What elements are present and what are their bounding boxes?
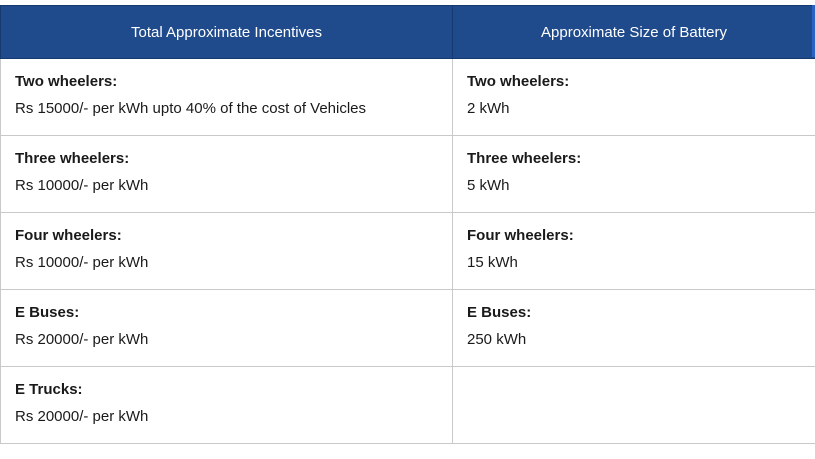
incentive-cell: Four wheelers: Rs 10000/- per kWh	[0, 212, 453, 290]
battery-value: 250 kWh	[467, 331, 527, 348]
battery-cell: Four wheelers: 15 kWh	[452, 212, 815, 290]
table-header: Total Approximate Incentives Approximate…	[0, 5, 815, 59]
incentives-table: Total Approximate Incentives Approximate…	[0, 5, 815, 444]
battery-cell	[452, 366, 815, 444]
battery-value: 15 kWh	[467, 254, 518, 271]
table-body: Two wheelers: Rs 15000/- per kWh upto 40…	[0, 58, 815, 444]
incentive-cell: E Trucks: Rs 20000/- per kWh	[0, 366, 453, 444]
incentive-value: Rs 20000/- per kWh	[15, 331, 149, 348]
incentive-value: Rs 10000/- per kWh	[15, 254, 149, 271]
incentive-title: E Trucks:	[15, 381, 83, 398]
incentive-title: Three wheelers:	[15, 150, 130, 167]
battery-title: E Buses:	[467, 304, 532, 321]
scrollbar[interactable]	[812, 5, 815, 57]
top-strip	[0, 0, 815, 5]
incentive-value: Rs 20000/- per kWh	[15, 408, 149, 425]
incentive-value: Rs 15000/- per kWh upto 40% of the cost …	[15, 100, 367, 117]
battery-value: 2 kWh	[467, 100, 510, 117]
table-row: Two wheelers: Rs 15000/- per kWh upto 40…	[0, 58, 815, 136]
incentive-cell: E Buses: Rs 20000/- per kWh	[0, 289, 453, 367]
table-row: Four wheelers: Rs 10000/- per kWh Four w…	[0, 212, 815, 290]
battery-title: Three wheelers:	[467, 150, 582, 167]
incentive-cell: Three wheelers: Rs 10000/- per kWh	[0, 135, 453, 213]
incentive-cell: Two wheelers: Rs 15000/- per kWh upto 40…	[0, 58, 453, 136]
incentive-title: E Buses:	[15, 304, 80, 321]
battery-cell: E Buses: 250 kWh	[452, 289, 815, 367]
header-battery-size: Approximate Size of Battery	[452, 5, 815, 59]
battery-value: 5 kWh	[467, 177, 510, 194]
table-row: E Trucks: Rs 20000/- per kWh	[0, 366, 815, 444]
incentive-title: Two wheelers:	[15, 73, 118, 90]
battery-title: Two wheelers:	[467, 73, 570, 90]
table-row: Three wheelers: Rs 10000/- per kWh Three…	[0, 135, 815, 213]
battery-title: Four wheelers:	[467, 227, 574, 244]
incentive-title: Four wheelers:	[15, 227, 122, 244]
header-incentives: Total Approximate Incentives	[0, 5, 453, 59]
battery-cell: Three wheelers: 5 kWh	[452, 135, 815, 213]
table-row: E Buses: Rs 20000/- per kWh E Buses: 250…	[0, 289, 815, 367]
incentive-value: Rs 10000/- per kWh	[15, 177, 149, 194]
header-row: Total Approximate Incentives Approximate…	[0, 5, 815, 59]
battery-cell: Two wheelers: 2 kWh	[452, 58, 815, 136]
